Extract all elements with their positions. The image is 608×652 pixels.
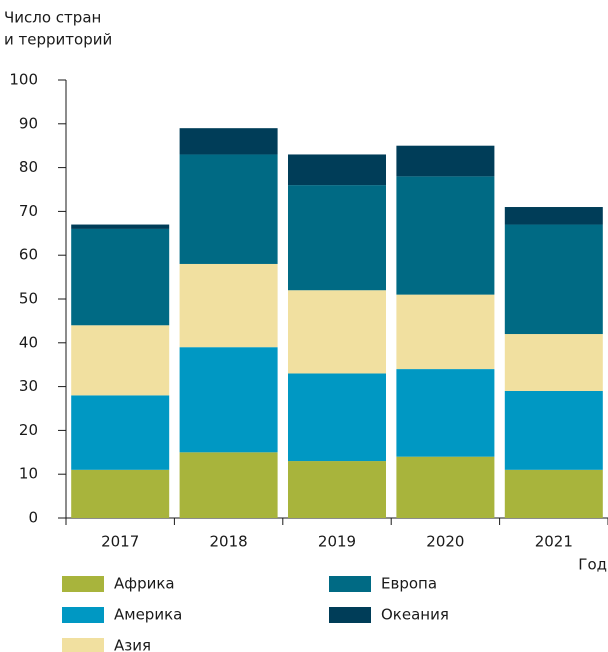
y-tick-label: 60 [19, 246, 38, 264]
bar-segment [288, 461, 386, 518]
bar-segment [396, 294, 495, 370]
bar-segment [71, 228, 170, 326]
y-tick-label: 40 [19, 333, 38, 351]
bar-segment [71, 469, 170, 518]
bar-segment [288, 185, 386, 291]
legend-label: Европа [381, 575, 437, 593]
bar-segment [71, 395, 170, 470]
y-axis-title: и территорий [4, 31, 112, 49]
bar-segment [179, 128, 278, 155]
y-tick-label: 70 [19, 202, 38, 220]
x-tick-label: 2019 [318, 533, 356, 551]
legend-label: Африка [114, 575, 175, 593]
bar-segment [396, 456, 495, 518]
legend-swatch [329, 607, 371, 623]
bar-segment [288, 373, 386, 462]
bar-segment [288, 290, 386, 374]
bar-segment [504, 390, 603, 470]
bar-segment [179, 154, 278, 264]
bar-segment [396, 176, 495, 295]
legend-swatch [329, 576, 371, 592]
bar-segment [396, 369, 495, 457]
bar-segment [179, 263, 278, 348]
legend-label: Океания [381, 606, 449, 624]
legend-label: Америка [114, 606, 182, 624]
legend-label: Азия [114, 637, 151, 652]
bar-segment [288, 154, 386, 186]
legend-swatch [62, 607, 104, 623]
bar-segment [396, 145, 495, 177]
bar-segment [504, 207, 603, 225]
legend-swatch [62, 576, 104, 592]
bar-segment [504, 469, 603, 518]
y-tick-label: 80 [19, 158, 38, 176]
bar-segment [504, 224, 603, 335]
x-axis-title: Год [578, 556, 607, 574]
y-tick-label: 10 [19, 465, 38, 483]
bar-segment [179, 452, 278, 518]
y-tick-label: 30 [19, 377, 38, 395]
bar-segment [504, 334, 603, 391]
y-tick-label: 0 [28, 509, 38, 527]
x-tick-label: 2021 [535, 533, 573, 551]
y-tick-label: 20 [19, 421, 38, 439]
y-tick-label: 100 [9, 71, 38, 89]
y-tick-label: 90 [19, 114, 38, 132]
bar-segment [179, 347, 278, 453]
x-tick-label: 2017 [101, 533, 139, 551]
legend-swatch [62, 638, 104, 652]
y-axis-title: Число стран [4, 9, 101, 27]
x-tick-label: 2020 [426, 533, 464, 551]
y-tick-label: 50 [19, 290, 38, 308]
bar-segment [71, 325, 170, 396]
x-tick-label: 2018 [210, 533, 248, 551]
bar-segment [71, 224, 170, 229]
